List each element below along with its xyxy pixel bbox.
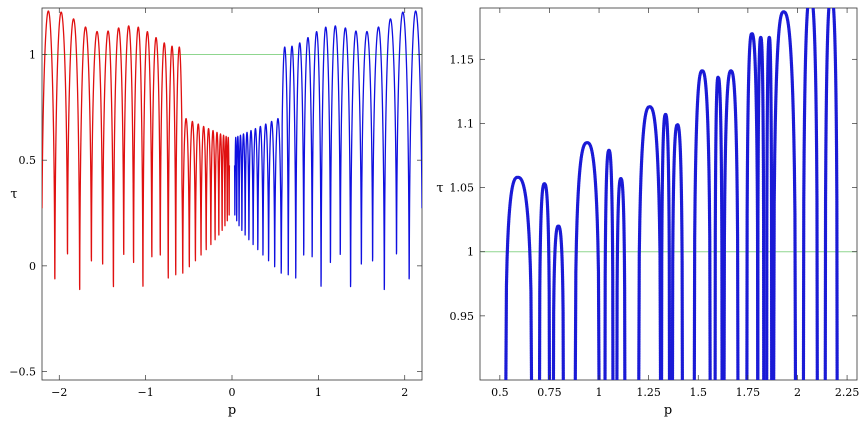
left-series-line-red [42, 10, 231, 291]
left-axes: −2 −1 0 1 2 −0.5 0 0.5 1 [9, 8, 422, 399]
right-y-tick-label: 0.95 [450, 310, 475, 323]
right-series-hump [659, 112, 672, 380]
left-x-tick-label: −2 [51, 386, 67, 399]
right-series-hump [573, 141, 601, 380]
right-x-tick-label: 1 [596, 386, 603, 399]
right-y-tick-label: 1.15 [450, 53, 475, 66]
right-data-layer [480, 8, 857, 380]
right-series-hump [615, 176, 627, 380]
right-chart: 0.5 0.75 1 1.25 1.5 1.75 2 2.25 0.95 1 1.05 1.1 1.15… [436, 7, 860, 418]
left-y-tick-label: −0.5 [9, 366, 36, 379]
left-y-axis-title: τ [10, 187, 17, 202]
left-x-tick-label: 2 [401, 386, 408, 399]
left-data-layer [42, 10, 422, 291]
right-series-hump [772, 10, 798, 380]
left-plot-frame [41, 7, 423, 381]
left-x-axis-title: p [228, 403, 236, 418]
left-y-tick-label: 1 [29, 49, 36, 62]
left-x-tick-label: −1 [138, 386, 154, 399]
right-series-hump [801, 8, 819, 380]
left-y-tick-label: 0 [29, 260, 36, 273]
right-series-hump [765, 35, 774, 380]
left-series-line-blue [233, 10, 422, 291]
left-y-tick-label: 0.5 [19, 154, 37, 167]
right-axes: 0.5 0.75 1 1.25 1.5 1.75 2 2.25 0.95 1 1.05 1.1 1.15 [450, 8, 860, 399]
right-series-hump [537, 182, 552, 380]
right-y-axis-title: τ [436, 181, 443, 196]
right-y-tick-label: 1.1 [457, 117, 475, 130]
right-x-tick-label: 2.25 [835, 386, 860, 399]
left-chart: −2 −1 0 1 2 −0.5 0 0.5 1 p τ [9, 7, 423, 418]
right-series-hump [551, 224, 565, 380]
right-series-hump [637, 105, 663, 380]
right-x-tick-label: 1.25 [636, 386, 661, 399]
left-x-tick-label: 1 [315, 386, 322, 399]
right-series-hump [713, 75, 724, 380]
right-y-tick-label: 1.05 [450, 182, 475, 195]
right-x-tick-label: 1.5 [690, 386, 708, 399]
right-y-tick-label: 1 [467, 246, 474, 259]
right-series-hump [756, 35, 766, 380]
right-x-tick-label: 0.75 [537, 386, 562, 399]
right-x-tick-label: 0.5 [491, 386, 509, 399]
right-x-tick-label: 1.75 [736, 386, 761, 399]
right-x-axis-title: p [664, 403, 672, 418]
right-series-hump [670, 123, 684, 380]
right-series-hump [504, 175, 534, 380]
right-series-hump [692, 69, 712, 380]
right-series-hump [603, 148, 615, 380]
right-series-hump [722, 69, 740, 380]
left-x-tick-label: 0 [229, 386, 236, 399]
right-x-tick-label: 2 [794, 386, 801, 399]
right-series-hump [823, 8, 839, 380]
right-series-hump [745, 32, 760, 380]
